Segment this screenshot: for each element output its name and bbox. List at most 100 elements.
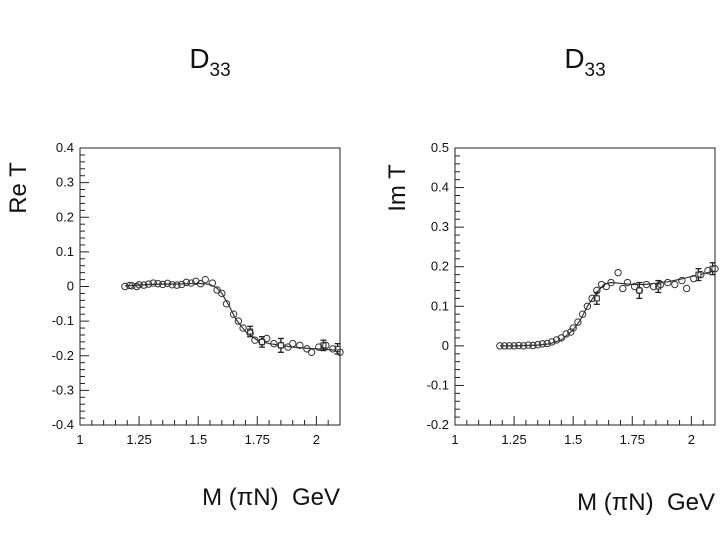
y-tick-label: -0.2 bbox=[427, 417, 449, 432]
data-point bbox=[336, 348, 344, 356]
y-tick-label: 0 bbox=[442, 338, 449, 353]
data-point bbox=[704, 266, 712, 275]
data-point bbox=[552, 336, 561, 344]
data-point bbox=[682, 284, 691, 293]
data-point bbox=[173, 281, 181, 289]
data-point bbox=[263, 334, 271, 343]
data-point bbox=[524, 341, 532, 349]
data-point bbox=[562, 330, 570, 338]
x-tick-label: 1.5 bbox=[564, 432, 582, 447]
x-tick-label: 1.25 bbox=[501, 432, 526, 447]
chart-title-subscript: 33 bbox=[585, 60, 606, 81]
data-point bbox=[296, 341, 304, 350]
data-point bbox=[159, 280, 167, 289]
data-point bbox=[510, 342, 518, 350]
data-point bbox=[557, 334, 566, 342]
data-point bbox=[678, 276, 686, 285]
data-point bbox=[505, 342, 514, 350]
data-point bbox=[140, 281, 148, 289]
data-point bbox=[697, 270, 705, 279]
data-point bbox=[583, 302, 592, 310]
plot-frame bbox=[454, 147, 716, 426]
data-point bbox=[656, 280, 665, 289]
data-point bbox=[182, 278, 191, 287]
data-point bbox=[177, 280, 186, 289]
chart-title: D33 bbox=[564, 43, 605, 81]
data-point bbox=[121, 282, 129, 291]
y-tick-label: -0.1 bbox=[427, 377, 449, 392]
x-tick-label: 2 bbox=[313, 432, 320, 447]
chart-panel-right: 1 1.25 1.5 1.75 2 0.5 0.4 0.3 0.2 0.1 0 -0.1 -0.2 D33… bbox=[384, 43, 719, 516]
data-point bbox=[711, 264, 719, 273]
chart-title-subscript: 33 bbox=[210, 60, 231, 81]
y-tick-label: 0.2 bbox=[56, 209, 74, 224]
y-tick-label: 0.3 bbox=[431, 219, 449, 234]
data-point bbox=[649, 282, 658, 291]
y-axis-label: Re T bbox=[5, 162, 32, 214]
y-tick-label: -0.2 bbox=[52, 348, 74, 363]
data-point bbox=[196, 280, 205, 288]
x-tick-label: 1.5 bbox=[189, 432, 207, 447]
y-tick-label: 0.3 bbox=[56, 175, 74, 190]
data-point bbox=[664, 278, 672, 287]
data-point bbox=[548, 338, 556, 346]
data-point bbox=[602, 282, 610, 291]
chart-panel-left: 1 1.25 1.5 1.75 2 0.4 0.3 0.2 0.1 0 -0.1 -0.2 -0.3 -0… bbox=[5, 43, 344, 511]
data-point bbox=[496, 342, 504, 350]
data-point bbox=[154, 280, 162, 288]
data-point bbox=[125, 281, 134, 290]
data-point bbox=[246, 329, 254, 337]
data-point bbox=[303, 345, 311, 353]
data-point bbox=[307, 348, 316, 356]
x-tick-label: 2 bbox=[688, 432, 695, 447]
data-point bbox=[623, 278, 632, 287]
y-tick-label: 0.4 bbox=[56, 140, 74, 155]
y-tick-label: 0.1 bbox=[56, 244, 74, 259]
data-point bbox=[515, 341, 523, 350]
y-tick-label: 0.4 bbox=[431, 180, 449, 195]
data-point bbox=[574, 318, 582, 326]
data-point bbox=[284, 343, 292, 351]
data-point bbox=[635, 286, 644, 295]
data-point bbox=[642, 280, 651, 289]
chart-title-main: D bbox=[564, 43, 584, 74]
error-bar-marker bbox=[593, 295, 600, 302]
data-point bbox=[500, 342, 509, 350]
x-tick-label: 1 bbox=[451, 432, 458, 447]
data-point bbox=[538, 340, 547, 348]
data-point bbox=[208, 279, 217, 287]
data-point bbox=[671, 280, 679, 289]
data-point bbox=[289, 339, 297, 348]
chart-title-main: D bbox=[189, 43, 209, 74]
y-axis-label: Im T bbox=[384, 164, 411, 212]
data-point bbox=[133, 282, 141, 291]
data-point bbox=[578, 310, 587, 318]
x-tick-label: 1 bbox=[76, 432, 83, 447]
data-point bbox=[329, 345, 337, 353]
x-tick-label: 1.75 bbox=[245, 432, 270, 447]
data-point bbox=[218, 289, 226, 298]
x-axis-label: M (πN) GeV bbox=[577, 489, 715, 516]
data-point bbox=[519, 342, 528, 350]
data-point bbox=[234, 317, 243, 325]
y-tick-label: 0 bbox=[67, 279, 74, 294]
data-point bbox=[213, 286, 221, 294]
data-point bbox=[270, 339, 278, 348]
data-point bbox=[619, 284, 627, 293]
chart-title: D33 bbox=[189, 43, 230, 81]
data-point bbox=[597, 280, 606, 289]
data-point bbox=[222, 300, 231, 308]
data-point bbox=[251, 336, 259, 344]
data-point bbox=[135, 281, 143, 289]
y-tick-label: 0.2 bbox=[431, 259, 449, 274]
error-bar-marker bbox=[277, 342, 284, 349]
data-point bbox=[201, 275, 209, 284]
error-bar-marker bbox=[636, 287, 643, 294]
y-tick-label: -0.1 bbox=[52, 313, 74, 328]
x-tick-label: 1.25 bbox=[126, 432, 151, 447]
data-point bbox=[239, 324, 247, 332]
plot-frame bbox=[79, 147, 341, 426]
data-point bbox=[690, 274, 698, 283]
data-point bbox=[543, 339, 551, 348]
y-tick-label: 0.5 bbox=[431, 140, 449, 155]
